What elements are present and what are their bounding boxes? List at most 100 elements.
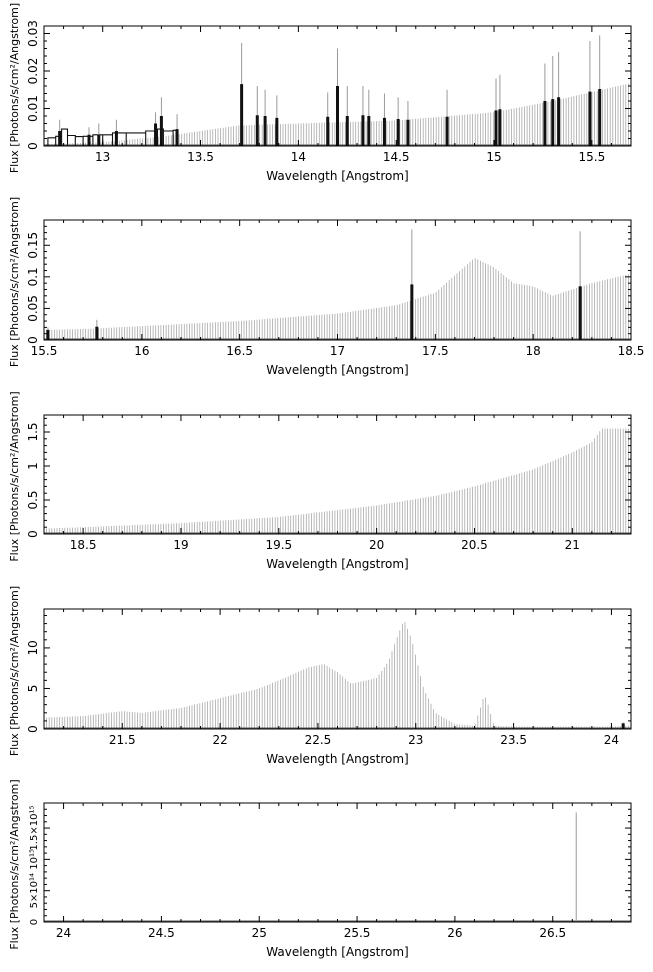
y-tick-label: 0: [26, 725, 40, 733]
y-axis-label: Flux [Photons/s/cm²/Angstrom]: [8, 391, 21, 561]
x-tick-label: 17.5: [422, 344, 449, 358]
emission-line-bar: [255, 115, 259, 146]
plot-frame: [43, 802, 632, 923]
emission-line-bar: [621, 723, 625, 729]
chart-panel-4: 21.5 22 22.5 23 23.5 24 0 5 10 Wavelength [Angstr…: [8, 586, 632, 766]
y-tick-label: 0: [29, 919, 40, 925]
x-tick-label: 20: [369, 538, 384, 552]
x-tick-label: 24.5: [148, 926, 175, 940]
y-tick-label: 5×10¹⁴: [29, 873, 40, 908]
emission-line-bar: [114, 131, 118, 146]
x-tick-label: 18: [526, 344, 541, 358]
x-tick-label: 25.5: [344, 926, 371, 940]
x-tick-label: 18.5: [70, 538, 97, 552]
chart-panel-3: 18.5 19 19.5 20 20.5 21 0 0.5 1 1.5 Wavelength [An…: [8, 391, 632, 571]
chart-panel-2: 15.5 16 16.5 17 17.5 18 18.5 0 0.05 0.1 0.15 Wavele…: [8, 197, 644, 377]
emission-line-bar: [58, 131, 62, 146]
emission-line-bar: [154, 123, 158, 146]
y-tick-label: 0: [26, 142, 40, 150]
y-tick-label: 0: [26, 530, 40, 538]
emission-line-bar: [382, 117, 386, 146]
plot-area: [44, 229, 631, 340]
emission-line-bar: [263, 116, 267, 146]
x-tick-label: 20.5: [461, 538, 488, 552]
x-axis-label: Wavelength [Angstrom]: [266, 945, 408, 959]
emission-line-bar: [159, 116, 163, 146]
y-tick-label: 0.01: [26, 95, 40, 122]
x-tick-label: 23.5: [500, 733, 527, 747]
emission-line-bar: [175, 129, 179, 146]
y-axis-label: Flux [Photons/s/cm²/Angstrom]: [8, 586, 21, 756]
emission-line-bar: [498, 109, 502, 146]
y-tick-label: 0.1: [26, 267, 40, 286]
x-axis-label: Wavelength [Angstrom]: [266, 169, 408, 183]
y-tick-label: 1.5×10¹⁵: [29, 806, 40, 851]
emission-line-bar: [445, 116, 449, 146]
y-axis-label: Flux [Photons/s/cm²/Angstrom]: [8, 779, 21, 949]
y-tick-label: 10: [26, 640, 40, 655]
continuum-bars: [44, 428, 631, 534]
emission-line-bar: [588, 91, 592, 146]
x-tick-label: 13: [95, 150, 110, 164]
y-tick-label: 0.02: [26, 58, 40, 85]
x-tick-label: 22.5: [305, 733, 332, 747]
x-tick-label: 25: [252, 926, 267, 940]
emission-line-bar: [345, 116, 349, 146]
x-tick-label: 23: [408, 733, 423, 747]
y-tick-label: 0.5: [26, 490, 40, 509]
x-tick-label: 18.5: [618, 344, 645, 358]
emission-line-bar: [410, 284, 414, 340]
x-tick-label: 14.5: [383, 150, 410, 164]
plot-area: [44, 35, 631, 146]
emission-line-bar: [87, 134, 91, 146]
x-tick-label: 16.5: [226, 344, 253, 358]
plot-area: [44, 812, 631, 922]
y-tick-label: 0: [26, 336, 40, 344]
y-axis-label: Flux [Photons/s/cm²/Angstrom]: [8, 197, 21, 367]
x-tick-label: 15: [486, 150, 501, 164]
y-tick-label: 5: [26, 685, 40, 693]
emission-line-bar: [557, 97, 561, 146]
x-axis-label: Wavelength [Angstrom]: [266, 752, 408, 766]
emission-line-bar: [326, 116, 330, 146]
emission-line-bar: [95, 326, 99, 340]
emission-line-bar: [46, 329, 50, 340]
emission-line-bar: [543, 101, 547, 146]
y-tick-label: 0.15: [26, 232, 40, 259]
y-tick-label: 0.05: [26, 295, 40, 322]
x-tick-label: 19: [173, 538, 188, 552]
emission-line-bar: [551, 99, 555, 146]
emission-line-bar: [396, 119, 400, 146]
x-tick-label: 21: [565, 538, 580, 552]
y-tick-label: 10¹⁵: [29, 849, 40, 870]
emission-line-bar: [494, 110, 498, 146]
emission-line-bar: [97, 134, 101, 146]
x-tick-label: 16: [134, 344, 149, 358]
x-tick-label: 26.5: [539, 926, 566, 940]
emission-line-bar: [578, 286, 582, 340]
emission-line-bar: [275, 117, 279, 146]
emission-line-bar: [367, 116, 371, 146]
x-tick-label: 15.5: [31, 344, 58, 358]
plot-area: [44, 428, 631, 534]
continuum-bars: [44, 622, 631, 729]
y-axis-label: Flux [Photons/s/cm²/Angstrom]: [8, 3, 21, 173]
emission-line-bar: [406, 119, 410, 146]
y-tick-label: 0.03: [26, 20, 40, 47]
x-tick-label: 24: [604, 733, 619, 747]
plot-area: [44, 622, 631, 729]
x-tick-label: 15.5: [579, 150, 606, 164]
emission-line-bar: [336, 86, 339, 146]
continuum-bars: [44, 258, 631, 340]
x-tick-label: 17: [330, 344, 345, 358]
x-tick-label: 14: [291, 150, 306, 164]
x-tick-label: 26: [447, 926, 462, 940]
emission-line-bar: [598, 89, 602, 146]
x-tick-label: 19.5: [265, 538, 292, 552]
x-tick-label: 13.5: [187, 150, 214, 164]
chart-panel-1: 13 13.5 14 14.5 15 15.5 0 0.01 0.02 0.03 Wavelengt…: [8, 3, 632, 183]
x-tick-label: 21.5: [109, 733, 136, 747]
x-tick-label: 24: [56, 926, 71, 940]
